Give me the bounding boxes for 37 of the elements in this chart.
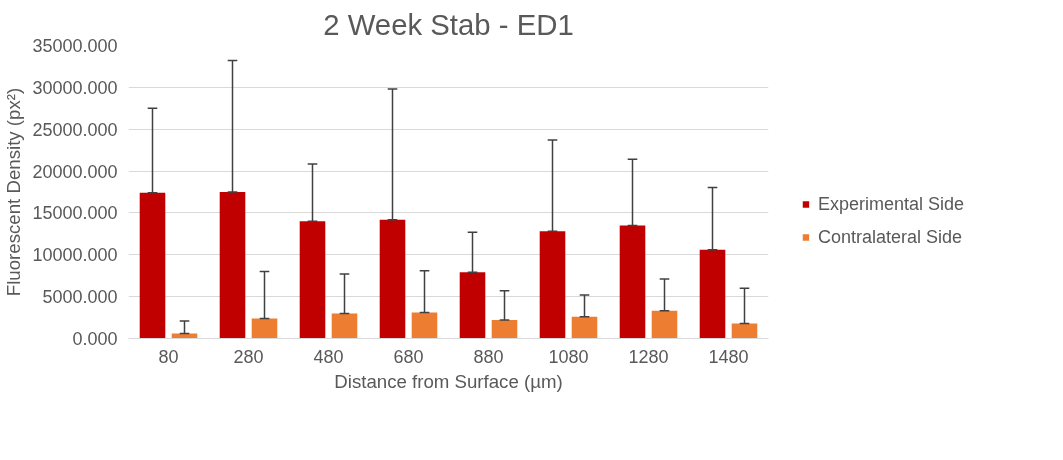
x-tick-label: 1480 xyxy=(708,346,749,367)
x-axis-title: Distance from Surface (µm) xyxy=(334,370,563,392)
bar xyxy=(251,318,278,339)
bar xyxy=(491,320,518,339)
bar xyxy=(139,192,166,339)
y-tick-label: 30000.000 xyxy=(32,77,118,98)
bar xyxy=(331,313,358,339)
x-tick-label: 1280 xyxy=(628,346,669,367)
y-tick-label: 10000.000 xyxy=(32,245,118,266)
bar xyxy=(699,249,726,339)
y-axis-title: Fluorescent Density (px²) xyxy=(3,87,25,297)
bar xyxy=(651,310,678,339)
legend-label: Contralateral Side xyxy=(817,226,963,248)
y-tick-label: 35000.000 xyxy=(32,36,118,56)
y-tick-label: 25000.000 xyxy=(32,119,118,140)
x-tick-label: 480 xyxy=(313,346,344,367)
bar xyxy=(459,272,486,339)
bar xyxy=(379,219,406,339)
y-tick-label: 15000.000 xyxy=(32,203,118,224)
bar xyxy=(171,333,198,339)
x-tick-label: 680 xyxy=(393,346,424,367)
x-tick-label: 1080 xyxy=(548,346,589,367)
bar xyxy=(571,316,598,339)
y-tick-label: 20000.000 xyxy=(32,161,118,182)
bar xyxy=(539,231,566,339)
y-tick-label: 5000.000 xyxy=(42,287,118,308)
bar xyxy=(219,192,246,339)
bar xyxy=(411,312,438,339)
x-tick-label: 880 xyxy=(473,346,504,367)
bar xyxy=(731,323,758,339)
bar xyxy=(299,221,326,339)
legend-label: Experimental Side xyxy=(817,193,965,215)
x-tick-label: 80 xyxy=(158,346,179,367)
y-tick-label: 0.000 xyxy=(72,329,118,349)
chart-title: 2 Week Stab - ED1 xyxy=(323,7,574,41)
bar xyxy=(619,225,646,339)
x-tick-label: 280 xyxy=(233,346,264,367)
